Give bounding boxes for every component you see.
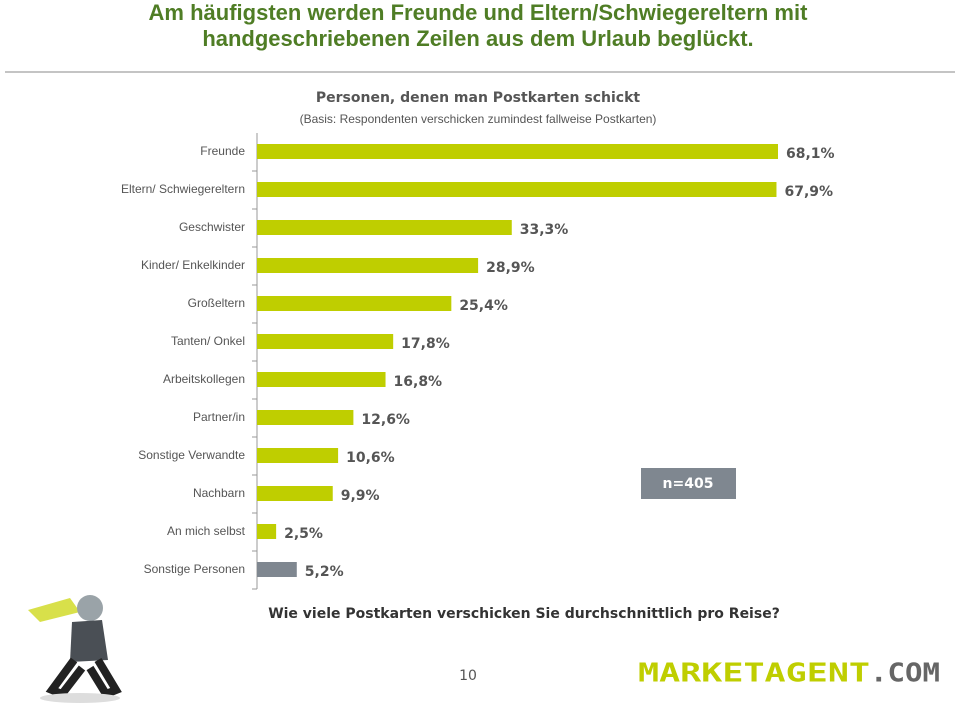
bar: [257, 258, 479, 273]
logo: MARKETAGENT: [638, 659, 870, 689]
category-label: Großeltern: [188, 296, 245, 310]
value-label: 12,6%: [361, 412, 410, 428]
category-label: Eltern/ Schwiegereltern: [121, 182, 245, 196]
bar: [257, 296, 452, 311]
value-label: 17,8%: [401, 336, 450, 352]
category-label: Geschwister: [179, 220, 245, 234]
bar: [257, 144, 778, 159]
category-label: Kinder/ Enkelkinder: [141, 258, 245, 272]
category-label: Tanten/ Onkel: [171, 334, 245, 348]
sample-box: [641, 468, 736, 499]
category-label: Partner/in: [193, 410, 245, 424]
bar: [257, 182, 777, 197]
bar: [257, 486, 333, 501]
category-label: An mich selbst: [167, 524, 246, 538]
bar: [257, 334, 394, 349]
logo: .COM: [870, 659, 940, 689]
value-label: 9,9%: [341, 488, 380, 504]
category-label: Freunde: [200, 144, 245, 158]
value-label: 28,9%: [486, 260, 535, 276]
bar: [257, 524, 277, 539]
category-label: Arbeitskollegen: [163, 372, 245, 386]
sample-size: n=405: [663, 476, 714, 492]
chart-subtitle: (Basis: Respondenten verschicken zuminde…: [300, 112, 657, 126]
category-label: Sonstige Verwandte: [138, 448, 245, 462]
value-label: 16,8%: [394, 374, 443, 390]
bar: [257, 448, 339, 463]
category-label: Sonstige Personen: [144, 562, 245, 576]
bar: [257, 410, 354, 425]
bar: [257, 220, 512, 235]
value-label: 5,2%: [305, 564, 344, 580]
page-number: 10: [459, 668, 477, 684]
value-label: 68,1%: [786, 146, 835, 162]
slide-title: handgeschriebenen Zeilen aus dem Urlaub …: [202, 26, 753, 51]
bar: [257, 372, 386, 387]
value-label: 10,6%: [346, 450, 395, 466]
chart-title: Personen, denen man Postkarten schickt: [316, 90, 641, 106]
value-label: 67,9%: [784, 184, 833, 200]
slide-title: Am häufigsten werden Freunde und Eltern/…: [149, 0, 809, 25]
question: Wie viele Postkarten verschicken Sie dur…: [268, 606, 780, 622]
bar: [257, 562, 297, 577]
category-label: Nachbarn: [193, 486, 245, 500]
mascot: [28, 595, 122, 703]
value-label: 2,5%: [284, 526, 323, 542]
value-label: 25,4%: [459, 298, 508, 314]
value-label: 33,3%: [520, 222, 569, 238]
